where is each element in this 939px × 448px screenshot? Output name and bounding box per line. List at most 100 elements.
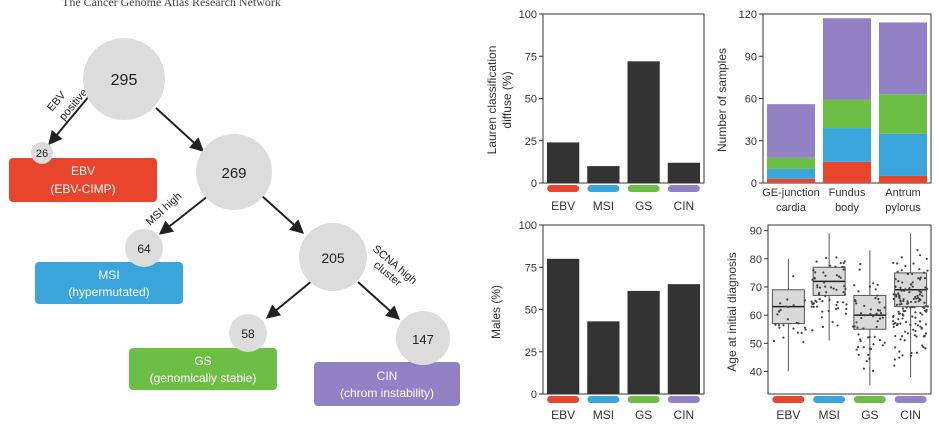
age-sample-point xyxy=(900,302,903,306)
age-sample-point xyxy=(913,306,916,309)
age-y-tick-label: 50 xyxy=(750,338,762,350)
location-y-tick-label: 60 xyxy=(745,94,757,106)
age-sample-point xyxy=(866,336,870,339)
age-sample-point xyxy=(904,321,908,324)
age-sample-point xyxy=(923,309,927,312)
age-sample-point xyxy=(921,313,924,316)
males-y-label: Males (%) xyxy=(489,285,503,339)
ebv-box-line2: (EBV-CIMP) xyxy=(50,182,115,196)
age-sample-point xyxy=(894,285,897,288)
age-sample-point xyxy=(835,288,838,291)
age-sample-point xyxy=(893,358,896,361)
age-y-tick-label: 40 xyxy=(750,366,762,378)
age-sample-point xyxy=(915,335,918,338)
age-sample-point xyxy=(874,297,877,300)
age-sample-point xyxy=(914,295,917,299)
classification-tree: EBV positive MSI high SCNA high cluster … xyxy=(9,38,460,406)
age-sample-point xyxy=(876,283,879,286)
age-sample-point xyxy=(901,313,904,317)
ebv-box-bg xyxy=(9,158,157,202)
arrow-205-to-gs xyxy=(265,279,314,319)
age-sample-point xyxy=(924,332,928,335)
age-sample-point xyxy=(857,333,860,336)
age-sample-point xyxy=(921,344,924,347)
males-color-key xyxy=(547,396,580,403)
age-sample-point xyxy=(837,307,840,310)
age-sample-point xyxy=(917,300,920,303)
age-sample-point xyxy=(910,351,913,355)
age-sample-point xyxy=(894,277,897,281)
lauren-category-label: MSI xyxy=(593,199,614,213)
age-sample-point xyxy=(918,320,922,323)
age-sample-point xyxy=(901,317,904,320)
age-sample-point xyxy=(891,320,895,323)
age-sample-point xyxy=(811,278,814,281)
age-sample-point xyxy=(867,353,870,356)
age-sample-point xyxy=(811,329,814,332)
age-sample-point xyxy=(868,347,871,350)
age-sample-point xyxy=(898,356,901,359)
age-sample-point xyxy=(842,290,845,294)
location-category-label-line1: GE-junction xyxy=(762,187,819,199)
age-sample-point xyxy=(842,268,845,271)
age-category-label: EBV xyxy=(776,408,800,422)
age-sample-point xyxy=(911,285,914,288)
age-sample-point xyxy=(835,274,839,277)
age-sample-point xyxy=(878,317,882,320)
age-sample-point xyxy=(821,310,824,313)
location-bar-segment xyxy=(767,104,815,158)
age-sample-point xyxy=(879,311,883,315)
age-category-label: CIN xyxy=(900,408,921,422)
age-sample-point xyxy=(900,269,903,272)
age-sample-point xyxy=(916,249,919,252)
age-sample-point xyxy=(822,271,825,274)
location-y-tick-label: 30 xyxy=(745,136,757,148)
age-sample-point xyxy=(926,305,929,308)
lauren-category-label: GS xyxy=(635,199,652,213)
age-sample-point xyxy=(877,309,880,312)
age-sample-point xyxy=(863,314,866,317)
node-root: 295 xyxy=(83,38,165,120)
age-sample-point xyxy=(909,306,912,309)
age-sample-point xyxy=(821,325,825,328)
lauren-bar xyxy=(587,166,620,183)
age-sample-point xyxy=(902,309,905,313)
age-sample-point xyxy=(813,277,816,280)
ebv-box-line1: EBV xyxy=(71,164,95,178)
age-sample-point xyxy=(899,338,902,341)
location-bar-segment xyxy=(879,22,927,95)
age-sample-point xyxy=(917,296,920,299)
age-sample-point xyxy=(839,276,842,279)
age-sample-point xyxy=(792,327,795,330)
lauren-y-tick-label: 50 xyxy=(525,94,537,106)
age-sample-point xyxy=(894,346,897,349)
location-bar-segment xyxy=(767,168,815,179)
age-sample-point xyxy=(915,351,919,354)
age-sample-point xyxy=(786,318,790,321)
arrow-269-to-msi xyxy=(158,195,209,235)
age-sample-point xyxy=(922,305,925,309)
node-205-value: 205 xyxy=(321,250,345,266)
age-sample-point xyxy=(865,359,868,363)
lauren-diffuse-bar-chart: 0 25 50 75 100 Lauren classification diffuse (… xyxy=(485,9,705,213)
location-bar-segment xyxy=(823,128,871,162)
age-sample-point xyxy=(894,293,898,296)
age-sample-point xyxy=(918,278,921,281)
node-269-value: 269 xyxy=(221,165,246,182)
age-sample-point xyxy=(842,301,845,304)
age-color-key xyxy=(772,396,805,403)
age-sample-point xyxy=(924,286,927,289)
age-sample-point xyxy=(828,264,832,267)
age-sample-point xyxy=(895,303,898,307)
age-sample-point xyxy=(811,303,814,306)
node-msi: 64 xyxy=(125,229,163,267)
age-y-tick-label: 80 xyxy=(750,254,762,266)
lauren-y-tick-label: 0 xyxy=(531,178,537,190)
age-sample-point xyxy=(893,364,896,367)
age-sample-point xyxy=(898,303,901,306)
age-sample-point xyxy=(856,326,859,329)
age-sample-point xyxy=(896,262,899,265)
age-sample-point xyxy=(774,323,777,326)
age-sample-point xyxy=(871,315,875,318)
